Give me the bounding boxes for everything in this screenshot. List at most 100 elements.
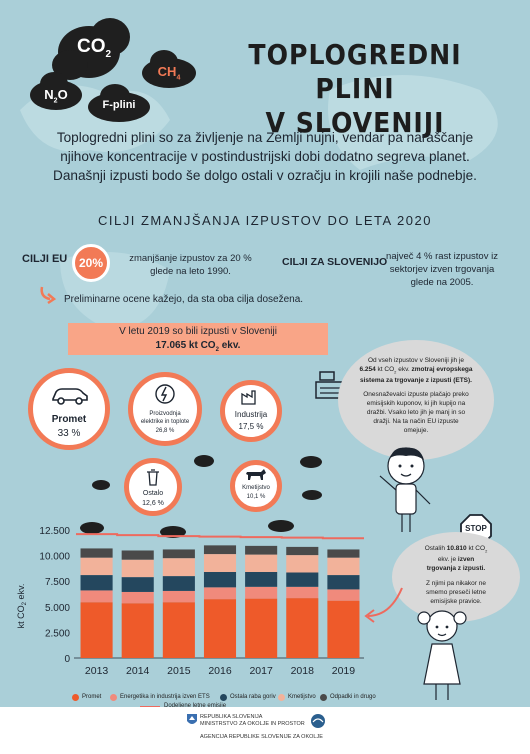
smoke-cloud	[300, 456, 322, 468]
legend-limit-label: Dodeljene letne emisije	[164, 703, 227, 709]
legend-swatch	[110, 694, 117, 701]
targets-title: CILJI ZMANJŠANJA IZPUSTOV DO LETA 2020	[98, 213, 432, 228]
emissions-chart: 0 2.500 5.000 7.500 10.000 12.500 kt CO2 ekv. 2…	[16, 526, 364, 677]
kmetijstvo-label: Kmetijstvo	[242, 485, 270, 491]
smoke-cloud	[80, 522, 104, 534]
bar-segment	[121, 577, 154, 592]
eu-percent-circle	[72, 244, 110, 282]
footer-line3: AGENCIJA REPUBLIKE SLOVENIJE ZA OKOLJE	[200, 734, 323, 740]
promet-circle	[28, 368, 110, 450]
total-emissions-line1: V letu 2019 so bili izpusti v Sloveniji	[119, 326, 277, 337]
arrow-icon	[40, 286, 57, 305]
non-ets-bubble	[392, 532, 520, 622]
preliminary-text: Preliminarne ocene kažejo, da sta oba ci…	[64, 294, 304, 305]
promet-label: Promet	[51, 414, 87, 425]
girl-illustration	[417, 610, 467, 700]
non-ets-text: Ostalih 10.810 kt CO2 ekv. je izven trgo…	[424, 545, 488, 606]
bar-segment	[203, 599, 237, 658]
bar-segment	[327, 575, 360, 590]
si-target-text: največ 4 % rast izpustov iz sektorjev iz…	[386, 251, 498, 288]
bar-segment	[327, 557, 360, 576]
bar-segment	[121, 559, 154, 578]
promet-pct: 33 %	[57, 428, 81, 439]
x-tick-label: 2018	[291, 665, 315, 677]
bar-segment	[286, 555, 319, 573]
bar-segment	[203, 554, 237, 572]
smoke-cloud	[160, 526, 186, 538]
bar-segment	[80, 590, 113, 603]
x-tick-label: 2019	[332, 665, 356, 677]
legend-swatch	[72, 694, 79, 701]
bar-segment	[286, 546, 319, 556]
y-tick-label: 7.500	[45, 577, 70, 588]
elektrika-label: Proizvodnja elektrike in toplote	[140, 411, 190, 425]
co2-label: CO2	[76, 36, 112, 60]
bar-segment	[245, 571, 278, 587]
industrija-label: Industrija	[234, 410, 268, 419]
legend-swatch	[320, 694, 327, 701]
smoke-cloud	[92, 480, 110, 490]
bar-segment	[203, 587, 237, 600]
trash-icon	[147, 469, 159, 486]
eu-percent: 20%	[78, 256, 104, 270]
industrija-circle	[220, 380, 282, 442]
bar-segment	[80, 548, 113, 558]
total-emissions-box	[68, 323, 328, 355]
ostalo-pct: 12,6 %	[142, 500, 164, 507]
legend-label: Ostala raba goriv	[230, 694, 276, 700]
industrija-pct: 17,5 %	[238, 422, 264, 431]
bar-segment	[162, 590, 195, 603]
x-tick-label: 2013	[85, 665, 109, 677]
smoke-cloud	[302, 490, 322, 500]
bar-segment	[245, 598, 278, 658]
eu-target-label: CILJI EU	[22, 253, 68, 265]
ch4-cloud-part	[150, 50, 178, 74]
bar-segment	[121, 550, 154, 560]
x-tick-label: 2017	[249, 665, 273, 677]
elektrika-pct: 26,8 %	[155, 428, 175, 434]
eu-target-text: zmanjšanje izpustov za 20 % glede na let…	[129, 253, 252, 277]
cow-icon	[246, 469, 266, 480]
ets-info-bubble	[338, 340, 494, 460]
power-icon	[155, 384, 175, 404]
legend-label: Kmetijstvo	[288, 694, 316, 700]
bar-segment	[327, 600, 360, 658]
page-title: TOPLOGREDNI PLINI V SLOVENIJI	[248, 38, 462, 139]
bar-segment	[245, 545, 278, 555]
intro-paragraph: Toplogredni plini so za življenje na Zem…	[53, 130, 477, 183]
legend-label: Odpadki in drugo	[330, 694, 376, 700]
n2o-cloud-part	[40, 72, 68, 96]
x-tick-label: 2015	[167, 665, 191, 677]
fplini-cloud-part	[100, 84, 130, 108]
bar-segment	[203, 545, 237, 555]
total-emissions-value: 17.065 kt CO2 ekv.	[155, 340, 241, 353]
y-axis-label: kt CO2 ekv.	[16, 584, 28, 629]
legend-swatch	[220, 694, 227, 701]
ets-info-text: Od vseh izpustov v Sloveniji jih je 6.25…	[359, 357, 473, 435]
legend-swatch	[278, 694, 285, 701]
x-tick-label: 2016	[208, 665, 232, 677]
arso-logo-icon	[311, 714, 325, 728]
legend-label: Promet	[82, 694, 102, 700]
y-tick-label: 10.000	[39, 552, 70, 563]
x-tick-label: 2014	[126, 665, 150, 677]
si-target-label: CILJI ZA SLOVENIJO	[282, 256, 388, 268]
slovenia-coat-of-arms-icon	[187, 714, 197, 724]
bar-segment	[80, 557, 113, 576]
bar-segment	[245, 586, 278, 599]
y-tick-label: 2.500	[45, 628, 70, 639]
chart-legend: Promet Energetika in industrija izven ETS…	[0, 690, 380, 706]
kmetijstvo-circle	[230, 460, 282, 512]
bar-segment	[80, 575, 113, 591]
ch4-label: CH4	[157, 64, 181, 82]
bar-segment	[80, 602, 113, 658]
bar-segment	[162, 602, 195, 658]
co2-cloud-part	[90, 18, 130, 56]
ostalo-circle	[124, 458, 182, 516]
bar-segment	[286, 572, 319, 587]
footer: REPUBLIKA SLOVENIJA MINISTRSTVO ZA OKOLJ…	[0, 707, 530, 754]
bar-segment	[327, 549, 360, 558]
n2o-label: N2O	[44, 87, 68, 105]
bar-segment	[121, 603, 154, 658]
